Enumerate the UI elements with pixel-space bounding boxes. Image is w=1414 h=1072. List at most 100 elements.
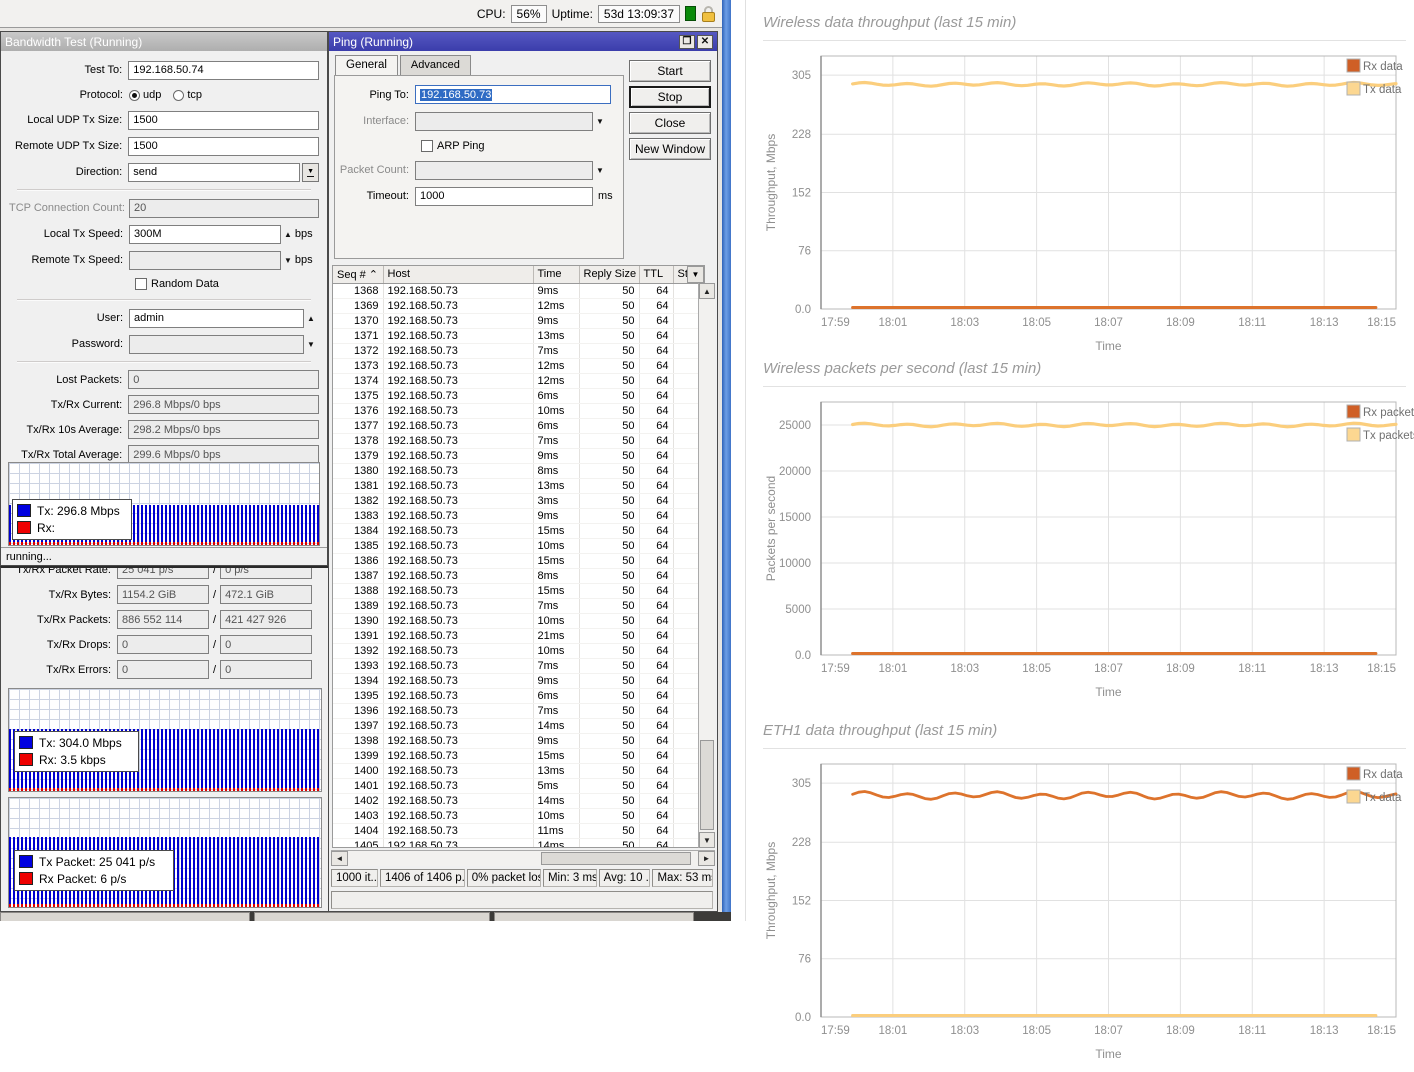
cell-seq: 1376 <box>333 403 383 418</box>
tab-advanced[interactable]: Advanced <box>400 55 471 75</box>
cell-size: 50 <box>579 538 639 553</box>
local-tx-speed-input[interactable]: 300M <box>129 225 281 244</box>
scroll-thumb[interactable] <box>700 740 714 830</box>
user-input[interactable]: admin <box>129 309 304 328</box>
remote-udp-tx-size-input[interactable]: 1500 <box>128 137 319 156</box>
table-row[interactable]: 1375192.168.50.736ms5064 <box>333 388 705 403</box>
tcp-connection-count-input: 20 <box>129 199 319 218</box>
table-row[interactable]: 1371192.168.50.7313ms5064 <box>333 328 705 343</box>
arp-ping-checkbox[interactable] <box>421 140 433 152</box>
table-row[interactable]: 1401192.168.50.735ms5064 <box>333 778 705 793</box>
table-row[interactable]: 1373192.168.50.7312ms5064 <box>333 358 705 373</box>
table-row[interactable]: 1387192.168.50.738ms5064 <box>333 568 705 583</box>
start-button[interactable]: Start <box>629 60 711 82</box>
cell-ttl: 64 <box>639 478 673 493</box>
table-row[interactable]: 1383192.168.50.739ms5064 <box>333 508 705 523</box>
table-row[interactable]: 1389192.168.50.737ms5064 <box>333 598 705 613</box>
table-row[interactable]: 1400192.168.50.7313ms5064 <box>333 763 705 778</box>
table-row[interactable]: 1380192.168.50.738ms5064 <box>333 463 705 478</box>
table-row[interactable]: 1394192.168.50.739ms5064 <box>333 673 705 688</box>
collapse-arrow-icon[interactable]: ▲ <box>304 314 318 323</box>
svg-text:17:59: 17:59 <box>821 663 850 675</box>
table-row[interactable]: 1398192.168.50.739ms5064 <box>333 733 705 748</box>
maximize-icon[interactable]: ❐ <box>679 35 695 49</box>
table-row[interactable]: 1403192.168.50.7310ms5064 <box>333 808 705 823</box>
timeout-label: Timeout: <box>335 190 415 202</box>
table-row[interactable]: 1370192.168.50.739ms5064 <box>333 313 705 328</box>
table-row[interactable]: 1397192.168.50.7314ms5064 <box>333 718 705 733</box>
horizontal-scrollbar[interactable]: ◄ ► <box>331 850 715 866</box>
stop-button[interactable]: Stop <box>629 86 711 108</box>
table-row[interactable]: 1369192.168.50.7312ms5064 <box>333 298 705 313</box>
table-row[interactable]: 1405192.168.50.7314ms5064 <box>333 838 705 848</box>
table-row[interactable]: 1376192.168.50.7310ms5064 <box>333 403 705 418</box>
test-to-input[interactable]: 192.168.50.74 <box>128 61 319 80</box>
timeout-input[interactable]: 1000 <box>415 187 593 206</box>
table-row[interactable]: 1390192.168.50.7310ms5064 <box>333 613 705 628</box>
packet-count-dropdown-icon[interactable]: ▼ <box>593 166 607 175</box>
expand-arrow-icon[interactable]: ▼ <box>281 256 295 265</box>
column-header-time[interactable]: Time <box>533 266 579 283</box>
taskbar-button[interactable] <box>0 912 250 921</box>
scroll-down-icon[interactable]: ▼ <box>699 832 715 848</box>
protocol-udp-radio[interactable] <box>129 90 140 101</box>
cell-ttl: 64 <box>639 718 673 733</box>
column-header-seq-[interactable]: Seq # ⌃ <box>333 266 383 283</box>
close-button[interactable]: Close <box>629 112 711 134</box>
table-row[interactable]: 1378192.168.50.737ms5064 <box>333 433 705 448</box>
scroll-left-icon[interactable]: ◄ <box>331 851 348 866</box>
protocol-udp-option[interactable]: udp <box>143 89 161 101</box>
expand-arrow-icon[interactable]: ▼ <box>304 340 318 349</box>
taskbar-button[interactable] <box>254 912 490 921</box>
table-row[interactable]: 1384192.168.50.7315ms5064 <box>333 523 705 538</box>
table-row[interactable]: 1388192.168.50.7315ms5064 <box>333 583 705 598</box>
table-row[interactable]: 1368192.168.50.739ms5064 <box>333 283 705 298</box>
local-udp-tx-size-input[interactable]: 1500 <box>128 111 319 130</box>
column-header-reply-size[interactable]: Reply Size <box>579 266 639 283</box>
table-row[interactable]: 1399192.168.50.7315ms5064 <box>333 748 705 763</box>
column-header-host[interactable]: Host <box>383 266 533 283</box>
tab-general[interactable]: General <box>335 55 398 75</box>
cell-seq: 1368 <box>333 283 383 298</box>
vertical-scrollbar[interactable]: ▲ ▼ <box>698 283 715 848</box>
scroll-up-icon[interactable]: ▲ <box>699 283 715 299</box>
cell-ttl: 64 <box>639 643 673 658</box>
table-row[interactable]: 1374192.168.50.7312ms5064 <box>333 373 705 388</box>
protocol-tcp-option[interactable]: tcp <box>187 89 202 101</box>
scroll-thumb[interactable] <box>541 852 692 865</box>
column-header-ttl[interactable]: TTL <box>639 266 673 283</box>
table-row[interactable]: 1386192.168.50.7315ms5064 <box>333 553 705 568</box>
bandwidth-test-titlebar[interactable]: Bandwidth Test (Running) <box>1 32 327 51</box>
cell-size: 50 <box>579 808 639 823</box>
table-row[interactable]: 1385192.168.50.7310ms5064 <box>333 538 705 553</box>
direction-dropdown-icon[interactable]: ▼ <box>302 163 319 182</box>
table-row[interactable]: 1377192.168.50.736ms5064 <box>333 418 705 433</box>
protocol-tcp-radio[interactable] <box>173 90 184 101</box>
table-row[interactable]: 1393192.168.50.737ms5064 <box>333 658 705 673</box>
table-row[interactable]: 1402192.168.50.7314ms5064 <box>333 793 705 808</box>
random-data-checkbox[interactable] <box>135 278 147 290</box>
table-row[interactable]: 1396192.168.50.737ms5064 <box>333 703 705 718</box>
cell-size: 50 <box>579 388 639 403</box>
table-row[interactable]: 1381192.168.50.7313ms5064 <box>333 478 705 493</box>
table-row[interactable]: 1395192.168.50.736ms5064 <box>333 688 705 703</box>
scroll-right-icon[interactable]: ► <box>698 851 715 866</box>
close-icon[interactable]: ✕ <box>697 35 713 49</box>
ping-general-groupbox: Ping To: 192.168.50.73 Interface: ▼ ARP … <box>334 75 624 259</box>
table-row[interactable]: 1404192.168.50.7311ms5064 <box>333 823 705 838</box>
table-row[interactable]: 1392192.168.50.7310ms5064 <box>333 643 705 658</box>
column-menu-icon[interactable]: ▼ <box>687 266 704 283</box>
table-row[interactable]: 1379192.168.50.739ms5064 <box>333 448 705 463</box>
tx-legend-label: Tx: 304.0 Mbps <box>39 736 122 750</box>
table-row[interactable]: 1391192.168.50.7321ms5064 <box>333 628 705 643</box>
cell-host: 192.168.50.73 <box>383 658 533 673</box>
ping-titlebar[interactable]: Ping (Running) ❐ ✕ <box>329 32 717 51</box>
table-row[interactable]: 1372192.168.50.737ms5064 <box>333 343 705 358</box>
taskbar-button[interactable] <box>494 912 694 921</box>
ping-to-input[interactable]: 192.168.50.73 <box>415 85 611 104</box>
table-row[interactable]: 1382192.168.50.733ms5064 <box>333 493 705 508</box>
collapse-arrow-icon[interactable]: ▲ <box>281 230 295 239</box>
interface-dropdown-icon[interactable]: ▼ <box>593 117 607 126</box>
direction-select[interactable]: send <box>128 163 300 182</box>
new-window-button[interactable]: New Window <box>629 138 711 160</box>
